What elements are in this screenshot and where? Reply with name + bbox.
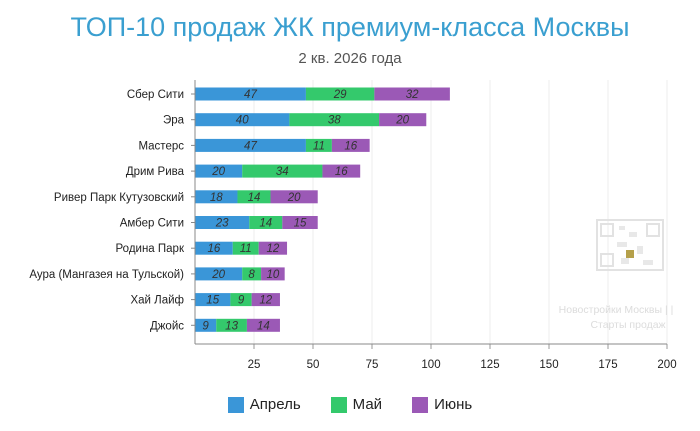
bar-segment <box>282 216 318 229</box>
bar-segment <box>195 216 250 229</box>
category-label: Эра <box>163 115 185 127</box>
bar-segment <box>249 216 283 229</box>
legend-swatch <box>227 396 244 413</box>
bar-segment <box>195 293 231 307</box>
legend-swatch <box>412 396 429 413</box>
legend-item[interactable]: Июнь <box>412 396 472 413</box>
bar-segment <box>261 267 285 281</box>
bar-segment <box>289 113 380 127</box>
bar-value-label: 12 <box>259 295 272 307</box>
bar-segment <box>379 113 427 127</box>
legend-label: Май <box>352 396 383 413</box>
bar-value-label: 47 <box>244 89 257 101</box>
category-label: Джойс <box>150 320 184 332</box>
bar-value-label: 20 <box>211 269 225 281</box>
bar-segment <box>374 87 450 101</box>
bar-segment <box>237 190 271 204</box>
bar-value-label: 32 <box>406 89 419 101</box>
bar-segment <box>305 138 332 152</box>
bar-segment <box>331 138 370 152</box>
bar-segment <box>195 190 238 204</box>
x-tick-label: 75 <box>366 359 379 371</box>
bar-value-label: 20 <box>395 115 409 127</box>
bar-segment <box>246 318 280 332</box>
bar-value-label: 20 <box>287 192 301 204</box>
bar-segment <box>195 267 243 281</box>
bar-value-label: 16 <box>335 166 348 178</box>
legend-label: Июнь <box>434 396 473 413</box>
bar-segment <box>258 241 288 255</box>
bar-segment <box>195 138 306 152</box>
chart-subtitle: 2 кв. 2026 года <box>298 50 402 67</box>
bar-segment <box>242 267 262 281</box>
bar-segment <box>195 87 306 101</box>
watermark: Новостройки Москвы | | Старты продаж <box>559 219 674 331</box>
bar-value-label: 38 <box>328 115 341 127</box>
bar-value-label: 16 <box>207 243 220 255</box>
qr-code-icon <box>596 219 664 271</box>
bar-segment <box>305 87 375 101</box>
category-label: Амбер Сити <box>120 218 184 230</box>
bar-segment <box>322 164 361 178</box>
bar-value-label: 15 <box>206 295 219 307</box>
bar-value-label: 16 <box>344 140 357 152</box>
category-label: Хай Лайф <box>130 295 184 307</box>
bar-segment <box>216 318 247 332</box>
bar-value-label: 10 <box>266 269 279 281</box>
category-label: Аура (Мангазея на Тульской) <box>29 269 184 281</box>
bar-segment <box>195 164 243 178</box>
bar-value-label: 47 <box>244 140 257 152</box>
x-tick-label: 25 <box>248 359 261 371</box>
category-label: Родина Парк <box>116 243 185 255</box>
bar-segment <box>195 241 233 255</box>
category-label: Ривер Парк Кутузовский <box>54 192 184 204</box>
bar-value-label: 34 <box>276 166 289 178</box>
bar-value-label: 40 <box>236 115 249 127</box>
legend-swatch <box>330 396 347 413</box>
bar-value-label: 18 <box>210 192 223 204</box>
bar-segment <box>242 164 323 178</box>
bars-layer: 47 29 32 40 38 20 47 11 16 20 34 16 18 14 20 23 14 15 16 11… <box>195 87 450 332</box>
axes-layer: 25 50 75 100 125 150 175 200 Сбер Сити Эра Мастерс… <box>29 80 677 371</box>
bar-value-label: 11 <box>313 140 325 152</box>
x-tick-label: 200 <box>657 359 676 371</box>
x-tick-label: 175 <box>598 359 617 371</box>
legend-item[interactable]: Апрель <box>227 396 301 413</box>
legend-item[interactable]: Май <box>330 396 383 413</box>
bar-value-label: 13 <box>225 320 238 332</box>
bar-segment <box>195 113 290 127</box>
bar-value-label: 14 <box>257 320 270 332</box>
bar-segment <box>251 293 280 307</box>
bar-segment <box>195 318 217 332</box>
bar-segment <box>232 241 259 255</box>
category-label: Дрим Рива <box>126 166 185 178</box>
x-tick-label: 150 <box>539 359 558 371</box>
chart-title: ТОП-10 продаж ЖК премиум-класса Москвы <box>70 12 630 42</box>
bar-value-label: 23 <box>215 218 229 230</box>
bar-value-label: 14 <box>248 192 261 204</box>
bar-value-label: 9 <box>202 320 209 332</box>
legend-label: Апрель <box>249 396 301 413</box>
category-label: Сбер Сити <box>127 89 184 101</box>
bar-segment <box>270 190 318 204</box>
bar-value-label: 9 <box>238 295 245 307</box>
bar-segment <box>230 293 252 307</box>
bar-value-label: 12 <box>266 243 279 255</box>
bar-value-label: 29 <box>333 89 347 101</box>
watermark-line1: Новостройки Москвы | | <box>559 304 674 316</box>
x-tick-label: 50 <box>307 359 320 371</box>
x-tick-label: 100 <box>421 359 440 371</box>
watermark-line2: Старты продаж <box>590 319 665 331</box>
bar-value-label: 11 <box>240 243 252 255</box>
bar-value-label: 8 <box>248 269 255 281</box>
x-tick-label: 125 <box>480 359 499 371</box>
bar-value-label: 15 <box>294 218 307 230</box>
bar-value-label: 20 <box>211 166 225 178</box>
bar-value-label: 14 <box>259 218 272 230</box>
category-label: Мастерс <box>138 140 184 152</box>
legend: Апрель Май Июнь <box>0 396 700 413</box>
